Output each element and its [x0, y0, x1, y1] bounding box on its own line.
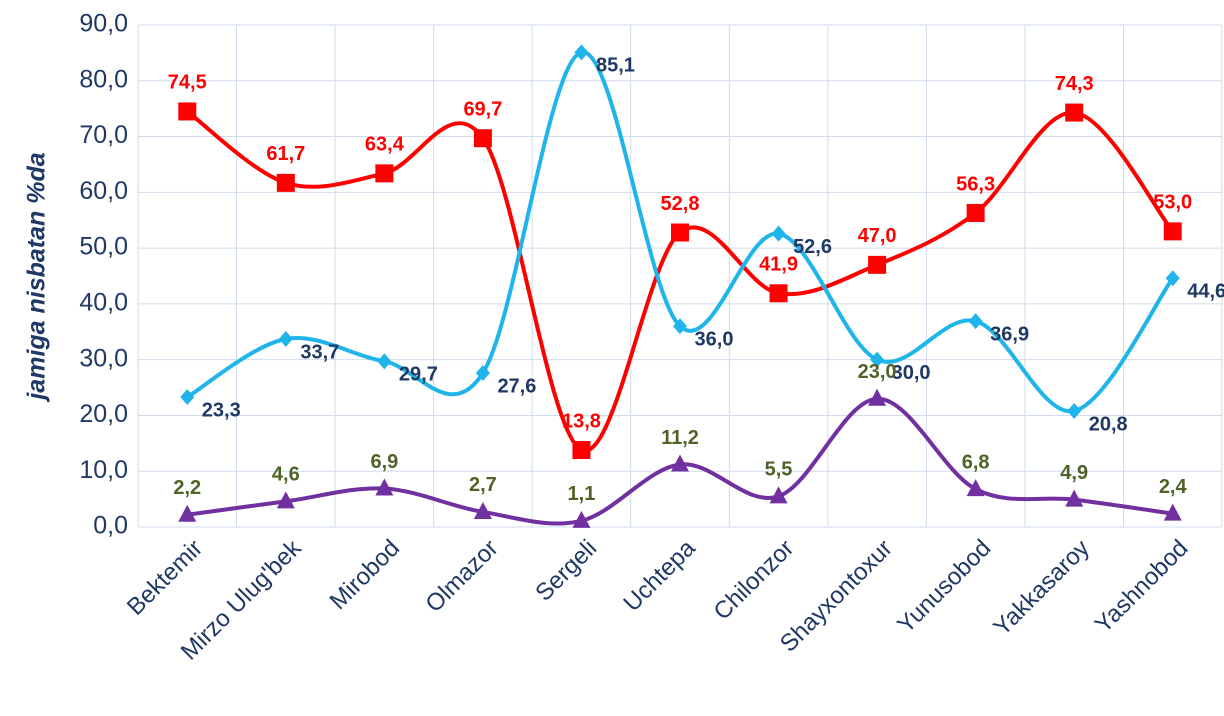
- y-tick-label: 60,0: [79, 177, 128, 205]
- data-label: 23,3: [202, 399, 241, 421]
- x-tick-label: Bektemir: [122, 535, 208, 621]
- series-line: [187, 396, 1174, 526]
- data-label: 41,9: [759, 254, 798, 276]
- data-label: 13,8: [562, 410, 601, 432]
- data-label: 74,3: [1055, 73, 1094, 95]
- data-label: 85,1: [596, 55, 635, 77]
- data-label: 52,6: [793, 236, 832, 258]
- data-label: 20,8: [1089, 413, 1128, 435]
- y-axis-label: jamiga nisbatan %da: [23, 152, 51, 402]
- marker: [1163, 503, 1182, 521]
- data-label: 4,9: [1060, 462, 1088, 484]
- marker: [1067, 402, 1082, 419]
- data-label: 6,9: [370, 451, 398, 473]
- x-tick-label: Mirobod: [325, 535, 405, 615]
- marker: [276, 173, 295, 192]
- data-label: 23,0: [858, 361, 897, 383]
- data-label: 11,2: [661, 427, 699, 449]
- marker: [572, 510, 591, 528]
- data-label: 36,0: [695, 328, 734, 350]
- data-label: 74,5: [168, 72, 207, 94]
- y-tick-label: 30,0: [79, 344, 128, 372]
- data-label: 47,0: [858, 225, 897, 247]
- marker: [178, 102, 197, 121]
- x-tick-label: Sergeli: [530, 535, 602, 607]
- data-label: 2,4: [1159, 476, 1188, 498]
- data-label: 56,3: [956, 173, 995, 195]
- x-tick-label: Yunusobod: [892, 535, 996, 639]
- marker: [671, 454, 689, 472]
- data-label: 1,1: [568, 483, 596, 505]
- marker: [574, 44, 589, 61]
- marker: [473, 501, 492, 519]
- marker: [473, 129, 492, 148]
- marker: [178, 504, 197, 522]
- marker: [278, 331, 293, 348]
- marker: [868, 255, 887, 274]
- marker: [868, 388, 887, 406]
- y-tick-label: 0,0: [93, 512, 128, 540]
- marker: [769, 486, 788, 504]
- marker: [180, 389, 195, 406]
- y-tick-label: 10,0: [79, 456, 128, 484]
- marker: [1165, 270, 1180, 287]
- y-tick-label: 40,0: [79, 288, 128, 316]
- marker: [1065, 489, 1084, 507]
- x-tick-label: Uchtepa: [618, 534, 701, 617]
- data-label: 5,5: [765, 459, 793, 481]
- marker: [966, 479, 985, 497]
- x-tick-label: Yakkasaroy: [988, 535, 1094, 641]
- data-label: 4,6: [272, 464, 300, 486]
- y-tick-label: 20,0: [79, 400, 128, 428]
- x-tick-label: Olmazor: [420, 535, 503, 618]
- marker: [870, 351, 885, 368]
- y-tick-label: 80,0: [79, 65, 128, 93]
- marker: [276, 491, 295, 509]
- x-tick-label: Yashnobod: [1090, 535, 1194, 639]
- data-label: 29,7: [399, 364, 438, 386]
- y-tick-label: 70,0: [79, 121, 128, 149]
- data-label: 61,7: [266, 143, 305, 165]
- y-tick-label: 90,0: [79, 10, 128, 38]
- marker: [966, 203, 985, 222]
- marker: [771, 225, 786, 242]
- marker: [671, 223, 689, 242]
- marker: [1163, 222, 1182, 241]
- data-label: 69,7: [463, 99, 502, 121]
- data-label: 36,9: [990, 323, 1029, 345]
- marker: [572, 441, 591, 460]
- data-label: 30,0: [892, 362, 931, 384]
- data-label: 53,0: [1153, 192, 1192, 214]
- data-label: 44,6: [1187, 281, 1224, 303]
- marker: [1065, 103, 1084, 122]
- marker: [769, 284, 788, 303]
- marker: [377, 353, 392, 370]
- data-label: 63,4: [365, 134, 405, 156]
- data-label: 27,6: [497, 375, 536, 397]
- marker: [475, 365, 490, 382]
- data-label: 6,8: [962, 451, 990, 473]
- data-label: 2,7: [469, 474, 497, 496]
- x-tick-label: Chilonzor: [708, 535, 799, 626]
- marker: [375, 164, 394, 183]
- y-tick-label: 50,0: [79, 233, 128, 261]
- data-label: 52,8: [661, 193, 700, 215]
- marker: [673, 318, 687, 335]
- data-label: 2,2: [173, 477, 201, 499]
- marker: [968, 313, 983, 330]
- data-label: 33,7: [300, 341, 339, 363]
- marker: [375, 478, 394, 496]
